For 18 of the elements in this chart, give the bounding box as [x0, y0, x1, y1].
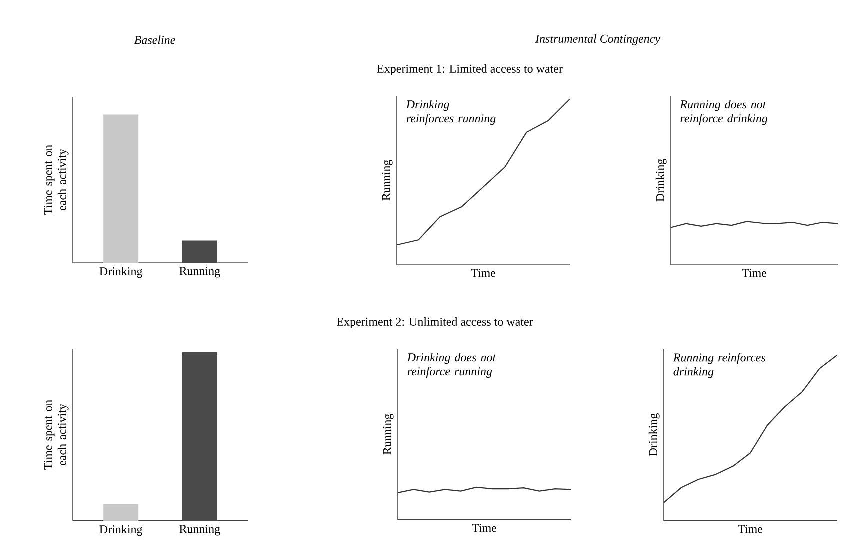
chart-subtitle: Experiment 1: Limited access to water — [377, 64, 563, 76]
annotation: Running reinforces drinking — [673, 353, 766, 378]
y-axis-title: Drinking — [648, 414, 660, 456]
y-axis-title: Running — [383, 414, 394, 455]
x-axis-title: Time — [738, 525, 763, 534]
text: Running does not reinforce drinking — [680, 100, 768, 126]
y-axis-title: Drinking — [656, 159, 667, 202]
chart-subtitle: Experiment 2: Unlimited access to water — [337, 318, 534, 328]
annotation: Drinking reinforces running — [406, 100, 496, 126]
text: Instrumental Contingency — [535, 34, 661, 46]
y-axis-title: Time spent on each activity — [44, 400, 69, 470]
y-axis-title: Running — [382, 160, 393, 201]
x-axis-title: Time — [472, 524, 497, 532]
chart-title: Baseline — [134, 36, 176, 44]
x-axis-title: Time — [742, 269, 767, 278]
x-axis-title: Time — [471, 269, 496, 278]
y-axis-title: Time spent on each activity — [44, 145, 69, 215]
text: Drinking does not reinforce running — [407, 353, 496, 378]
